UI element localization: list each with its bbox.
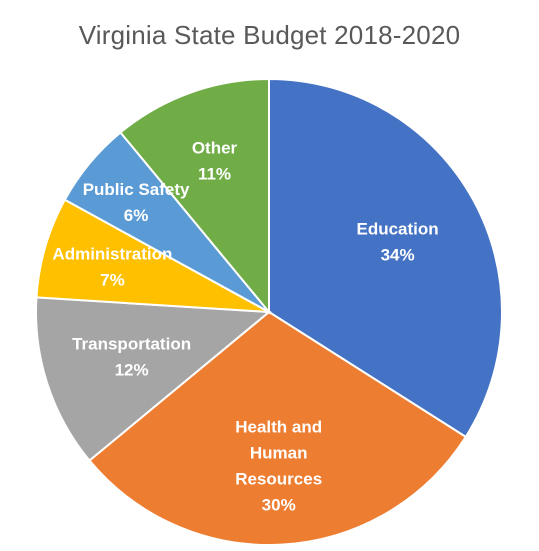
slice-category-label: Education [357, 219, 439, 238]
data-label-education: Education 34% [357, 219, 439, 264]
data-label-health-and-human-resources: Health and Human Resources 30% [235, 418, 322, 515]
slice-percent-label: 30% [262, 496, 296, 515]
slice-category-label: Other [192, 139, 238, 158]
slice-percent-label: 34% [381, 245, 415, 264]
data-label-transportation: Transportation 12% [72, 335, 191, 380]
slice-category-label: Public Safety [83, 180, 190, 199]
slice-percent-label: 6% [124, 206, 149, 225]
pie-slice-administration [35, 198, 270, 313]
slice-percent-label: 7% [100, 271, 125, 290]
chart-title: Virginia State Budget 2018-2020 [78, 20, 461, 50]
slice-category-label: Human [250, 444, 308, 463]
slice-category-label: Transportation [72, 335, 191, 354]
slice-percent-label: 11% [198, 165, 231, 184]
slice-category-label: Health and [235, 418, 322, 437]
pie-slice-health-and-human-resources [88, 310, 468, 546]
data-label-administration: Administration 7% [52, 245, 172, 290]
slice-category-label: Resources [235, 470, 322, 489]
pie-slice-education [268, 77, 503, 439]
data-label-other: Other 11% [192, 139, 238, 184]
pie-slice-other [119, 77, 270, 315]
pie-slice-transportation [35, 296, 272, 462]
data-label-public-safety: Public Safety 6% [83, 180, 190, 225]
slice-percent-label: 12% [115, 361, 149, 380]
slice-category-label: Administration [52, 245, 172, 264]
